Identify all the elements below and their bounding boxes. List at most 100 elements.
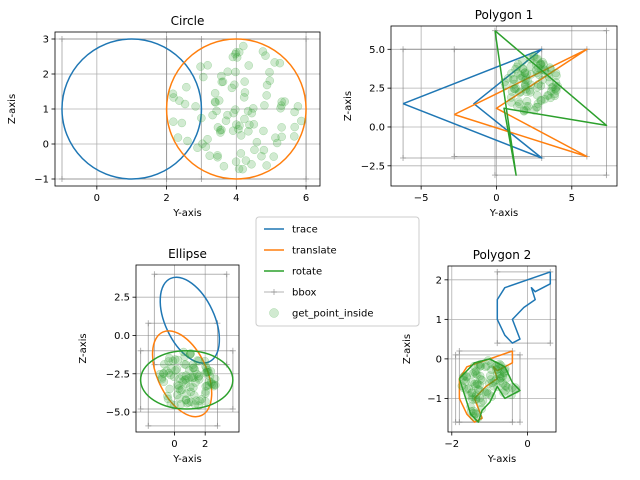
scatter-point xyxy=(469,406,478,416)
scatter-point xyxy=(262,161,271,170)
scatter-point xyxy=(468,395,477,404)
y-tick-label: −5.0 xyxy=(106,408,130,419)
scatter-point xyxy=(234,164,244,174)
scatter-point xyxy=(245,120,254,130)
scatter-point xyxy=(548,82,558,92)
scatter-point xyxy=(182,82,191,92)
scatter-point xyxy=(486,375,495,384)
scatter-point xyxy=(516,74,525,83)
scatter-point xyxy=(188,373,197,383)
scatter-point xyxy=(193,356,202,365)
scatter-point xyxy=(250,145,259,155)
x-tick-label: 0 xyxy=(171,439,177,450)
scatter-point xyxy=(162,366,171,375)
scatter-point xyxy=(247,160,256,169)
scatter-point xyxy=(469,408,478,418)
legend-entry: trace xyxy=(264,225,318,236)
scatter-point xyxy=(475,386,485,395)
scatter-point xyxy=(252,137,262,147)
scatter-point xyxy=(202,363,211,373)
scatter-point xyxy=(201,368,210,378)
scatter-point xyxy=(496,373,506,383)
legend: trace translate rotate bbox get_point_inside xyxy=(255,216,420,327)
legend-frame xyxy=(255,216,420,327)
legend-label: trace xyxy=(292,225,318,236)
scatter-point xyxy=(536,81,546,91)
scatter-point xyxy=(508,383,517,392)
scatter-point xyxy=(168,89,178,99)
scatter-point xyxy=(235,121,244,130)
scatter-point xyxy=(209,381,219,391)
scatter-point xyxy=(469,412,478,421)
chart-circle: 0 2 4 6 −1 0 1 2 3 Circle Y-axis Z-axis xyxy=(7,14,321,219)
scatter-point xyxy=(540,65,549,74)
scatter-point xyxy=(495,374,505,383)
scatter-point xyxy=(461,377,470,386)
scatter-point xyxy=(190,400,200,409)
series-rotate xyxy=(494,30,608,176)
scatter-point xyxy=(521,75,530,85)
bbox-marker xyxy=(137,347,144,354)
scatter-point xyxy=(262,80,272,90)
scatter-point xyxy=(472,379,482,388)
scatter-point xyxy=(167,364,176,374)
scatter-point xyxy=(202,367,211,377)
bbox-marker xyxy=(603,27,610,34)
scatter-point xyxy=(464,391,473,400)
bbox-marker xyxy=(494,340,501,347)
bbox-marker xyxy=(451,46,458,53)
scatter-point xyxy=(538,75,547,85)
bbox-marker xyxy=(400,155,407,162)
scatter-point xyxy=(544,91,553,100)
scatter-point xyxy=(205,151,214,160)
scatter-point xyxy=(521,82,530,91)
scatter-point xyxy=(218,77,228,87)
x-tick-label: 2 xyxy=(163,193,169,204)
scatter-point xyxy=(261,51,270,60)
series-trace xyxy=(61,38,203,180)
chart-title: Polygon 2 xyxy=(473,248,532,262)
scatter-point xyxy=(193,143,202,152)
scatter-point xyxy=(240,88,250,97)
scatter-point xyxy=(522,87,531,97)
scatter-point xyxy=(184,398,193,407)
legend-entry: rotate xyxy=(264,267,322,278)
scatter-point xyxy=(502,374,511,383)
y-tick-label: −1 xyxy=(34,175,49,186)
y-axis-label: Z-axis xyxy=(78,333,89,363)
x-tick-label: 6 xyxy=(303,193,309,204)
scatter-point xyxy=(208,110,217,120)
scatter-point xyxy=(234,124,243,134)
scatter-point xyxy=(498,372,508,381)
scatter-point xyxy=(159,369,168,378)
scatter-point xyxy=(201,397,210,406)
bbox-marker xyxy=(452,419,459,426)
scatter-point xyxy=(510,84,520,94)
scatter-point xyxy=(210,88,220,98)
scatter-point xyxy=(175,374,184,383)
scatter-point xyxy=(188,360,198,369)
scatter-point xyxy=(470,367,479,377)
scatter-point xyxy=(487,365,496,375)
scatter-point xyxy=(490,361,500,370)
scatter-point xyxy=(458,373,468,382)
scatter-point xyxy=(533,102,542,112)
scatter-point xyxy=(520,81,530,90)
axes-frame xyxy=(447,265,557,433)
scatter-point xyxy=(527,70,536,79)
legend-label: rotate xyxy=(292,267,322,278)
scatter-point xyxy=(466,407,476,416)
y-tick-label: 2 xyxy=(43,70,49,81)
scatter-point xyxy=(522,102,531,111)
scatter-point xyxy=(521,73,531,82)
scatter-point xyxy=(197,113,206,123)
scatter-point xyxy=(511,64,520,74)
scatter-point xyxy=(510,79,519,89)
scatter-point xyxy=(462,371,471,381)
scatter-point xyxy=(265,68,274,77)
bbox-marker xyxy=(223,271,230,278)
x-axis-label: Y-axis xyxy=(487,454,517,465)
x-tick-label: −5 xyxy=(414,193,429,204)
scatter-point xyxy=(553,82,563,91)
scatter-point xyxy=(534,63,543,73)
